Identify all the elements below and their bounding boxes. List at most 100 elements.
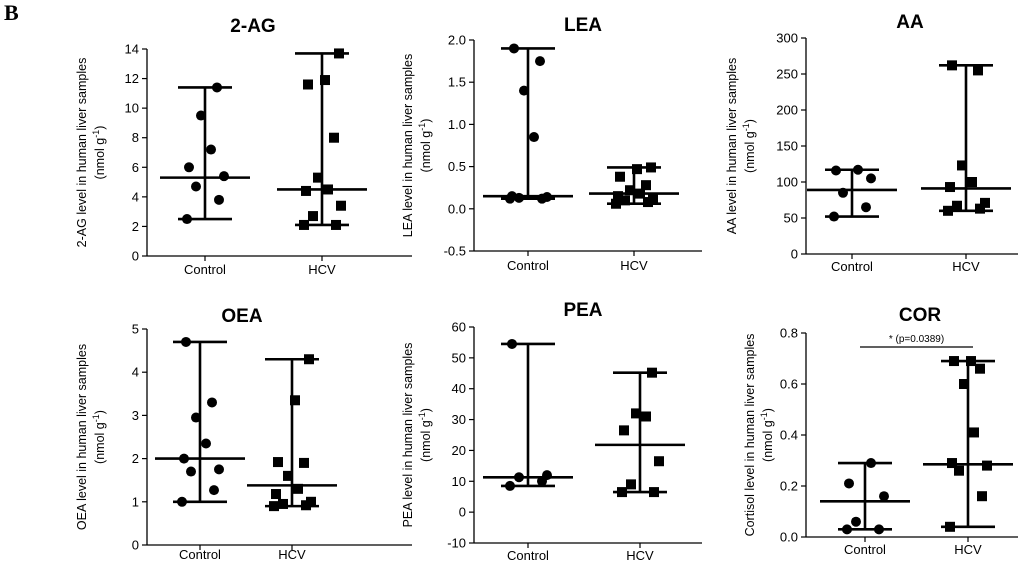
data-point [980,197,990,208]
data-point [519,85,529,96]
series-control [483,43,573,204]
data-point [648,192,658,203]
chart-title: PEA [563,300,602,321]
y-tick-label: 12 [125,71,139,86]
y-tick-label: 60 [452,320,466,335]
data-point [201,438,211,449]
y-tick-label: 0 [132,538,139,553]
y-tick-label: 2.0 [448,33,466,48]
data-point [829,211,839,222]
y-axis-label-line1: 2-AG level in human liver samples [75,58,89,248]
data-point [947,458,957,469]
data-point [283,470,293,481]
data-point [542,191,552,202]
data-point [632,164,642,175]
y-tick-label: 2 [132,219,139,234]
data-point [952,200,962,211]
y-tick-label: 4 [132,365,139,380]
data-point [973,65,983,76]
data-point [303,79,313,90]
data-point [975,203,985,214]
x-tick-label: HCV [626,548,654,563]
data-point [635,188,645,199]
data-point [879,491,889,502]
y-axis-label-line1: Cortisol level in human liver samples [743,334,757,537]
y-tick-label: 2 [132,451,139,466]
series-hcv [589,162,679,209]
chart-cor: COR 0.0 0.2 0.4 0.6 0.8 Control HCV Cortisol lev… [743,305,1018,557]
y-axis-label-close: ) [93,126,107,130]
data-point [320,75,330,86]
data-point [269,501,279,512]
y-tick-label: 1 [132,494,139,509]
data-point [304,354,314,365]
y-axis-label: Cortisol level in human liver samples (nm… [743,334,775,537]
data-point [617,487,627,498]
data-point [866,173,876,184]
x-tick-label: HCV [620,258,648,273]
data-point [967,177,977,187]
data-point [278,498,288,509]
y-tick-label: 3 [132,408,139,423]
data-point [507,338,517,349]
data-point [323,184,333,195]
data-point [957,160,967,171]
y-axis-label-line2: (nmol g [93,422,107,464]
data-point [308,211,318,222]
y-axis-label-close: ) [761,408,775,412]
chart-2-ag: 2-AG 0 2 4 6 8 10 12 14 Control HCV 2-AG level in h… [75,16,412,277]
y-axis-label-line2: (nmol g [419,420,433,462]
y-axis-label-line1: OEA level in human liver samples [75,344,89,530]
data-point [535,56,545,67]
data-point [975,363,985,374]
series-control [155,336,245,507]
data-point [207,397,217,408]
significance-label: * (p=0.0389) [889,334,944,345]
y-tick-label: 100 [776,175,798,190]
data-point [507,191,517,202]
chart-title: COR [899,305,942,326]
data-point [336,200,346,211]
chart-title: OEA [221,306,262,327]
y-axis-label-superscript: -1 [91,130,101,138]
series-control [160,82,250,225]
data-point [943,205,953,216]
y-tick-label: 5 [132,322,139,337]
data-point [214,194,224,205]
data-point [191,181,201,192]
y-tick-label: 0 [459,505,466,520]
y-tick-label: 10 [125,101,139,116]
y-tick-label: 0 [791,247,798,262]
data-point [542,470,552,481]
x-tick-label: HCV [308,262,336,277]
y-tick-label: 50 [784,211,798,226]
y-axis-label-superscript: -1 [91,414,101,422]
data-point [646,162,656,173]
y-tick-label: 0 [132,249,139,264]
data-point [641,180,651,191]
data-point [273,457,283,468]
y-tick-label: 250 [776,67,798,82]
y-tick-label: 40 [452,381,466,396]
y-axis-label-line1: PEA level in human liver samples [401,343,415,528]
data-point [271,489,281,500]
y-tick-label: 20 [452,443,466,458]
data-point [654,456,664,467]
data-point [945,521,955,532]
data-point [181,336,191,347]
y-tick-label: 50 [452,350,466,365]
data-point [831,165,841,176]
y-tick-label: 4 [132,189,139,204]
data-point [977,491,987,502]
y-axis-label-superscript: -1 [741,123,751,131]
panel-label: B [4,0,19,25]
y-axis-label-close: ) [93,410,107,414]
y-axis-label-line2: (nmol g [761,420,775,462]
data-point [529,132,539,143]
data-point [301,185,311,196]
data-point [206,144,216,155]
data-point [313,172,323,183]
data-point [209,485,219,496]
data-point [184,162,194,173]
series-hcv [923,356,1013,532]
